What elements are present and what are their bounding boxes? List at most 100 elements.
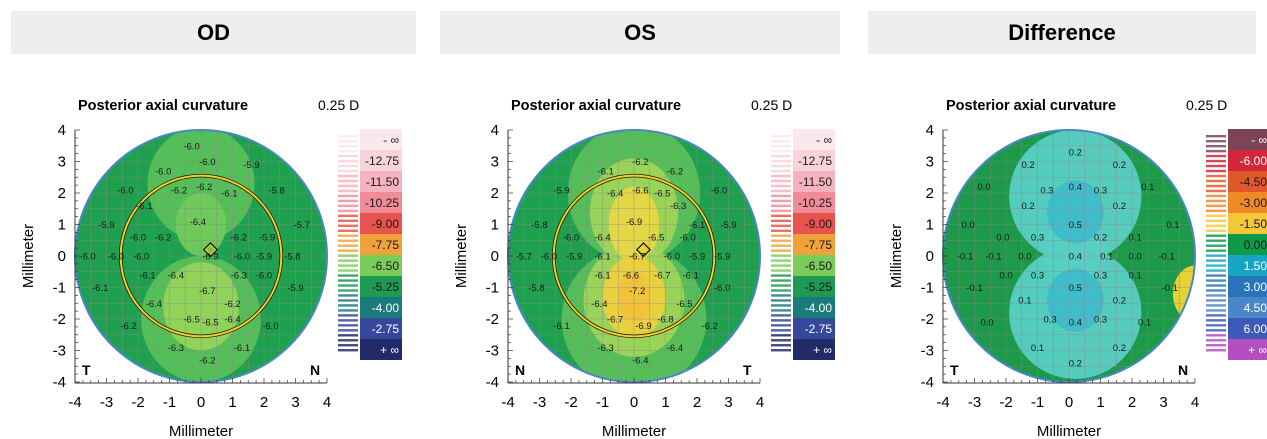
x-tick-label: 3 [1159,394,1167,411]
scale-stripe [771,234,791,237]
value-label: 0.1 [1100,252,1113,263]
scale-label: -2.75 [372,322,400,336]
value-label: 0.2 [1069,148,1082,159]
value-label: 0.0 [1018,252,1031,263]
scale-stripe [338,259,358,262]
scale-stripe [338,209,358,213]
value-label: -6.1 [221,189,237,200]
value-label: -6.4 [146,299,162,310]
scale-label: -9.00 [805,217,833,231]
scale-stripe [1206,149,1226,153]
scale-swatch [1228,234,1267,255]
scale-stripe [771,135,791,138]
value-label: -0.1 [957,252,973,263]
scale-stripe [1206,319,1226,322]
y-tick-label: 0 [491,248,499,265]
scale-stripe [771,324,791,327]
scale-stripe [1206,154,1226,158]
scale-stripe [1206,284,1226,287]
scale-label: -4.00 [805,301,833,315]
value-label: -6.1 [136,201,152,212]
value-label: -6.5 [676,299,692,310]
scale-stripe [771,334,791,337]
value-label: 0.1 [1141,182,1154,193]
scale-stripe [771,274,791,277]
scale-stripe [771,349,791,352]
value-label: -5.7 [294,220,310,231]
value-label: -6.4 [168,270,184,281]
y-tick-label: -1 [921,280,934,297]
scale-stripe [1206,204,1226,208]
scale-stripe [771,264,791,267]
x-tick-label: -2 [131,394,144,411]
value-label: -6.1 [594,252,610,263]
scale-label: -3.00 [1240,196,1267,210]
value-label: -6.2 [171,185,187,196]
scale-swatch [793,318,835,339]
scale-stripe [338,174,358,178]
value-label: -6.0 [664,252,680,263]
scale-stripe [1206,294,1226,297]
value-label: -6.7 [654,270,670,281]
value-label: -6.5 [183,315,199,326]
scale-stripe [771,279,791,282]
scale-stripe [338,169,358,173]
value-label: -6.1 [683,270,699,281]
scale-stripe [1206,339,1226,342]
scale-stripe [1206,139,1226,143]
scale-stripe [338,179,358,183]
scale-stripe [1206,219,1226,223]
scale-swatch [793,150,835,171]
scale-label: -6.50 [372,259,400,273]
x-tick-label: 0 [630,394,638,411]
scale-stripe [771,339,791,342]
scale-stripe [1206,214,1226,218]
scale-swatch [360,297,402,318]
step-label: 0.25 D [751,97,792,113]
scale-stripe [1206,264,1226,267]
y-tick-label: -3 [486,343,499,360]
x-tick-label: -1 [163,394,176,411]
x-axis-label: Millimeter [1037,423,1101,439]
scale-stripe [771,229,791,232]
scale-stripe [1206,194,1226,198]
value-label: 0.3 [1040,185,1053,196]
zone-ring [119,174,283,338]
orientation-label-right: T [743,362,752,378]
scale-label: 3.00 [1244,280,1267,294]
value-label: -6.9 [626,217,642,228]
scale-label: 1.50 [1244,259,1267,273]
value-label: -5.9 [256,252,272,263]
value-label: -5.9 [553,185,569,196]
value-label: -6.0 [234,252,250,263]
scale-swatch [793,129,835,150]
value-label: 0.0 [980,318,993,329]
x-tick-label: -3 [100,394,113,411]
value-label: -6.5 [648,233,664,244]
scale-stripe [771,184,791,188]
value-label: -6.8 [657,315,673,326]
value-label: -6.2 [231,233,247,244]
scale-stripe [1206,229,1226,232]
scale-label: -11.50 [799,175,832,189]
scale-swatch [360,150,402,171]
value-label: -6.0 [714,283,730,294]
scale-stripe [1206,344,1226,347]
value-label: -6.1 [92,283,108,294]
x-tick-label: 1 [228,394,236,411]
scale-stripe [771,209,791,213]
value-label: 0.1 [1129,270,1142,281]
value-label: 0.5 [1069,283,1082,294]
value-label: -5.7 [516,252,532,263]
value-label: -6.3 [202,252,218,263]
orientation-label-left: T [82,362,91,378]
scale-stripe [338,289,358,292]
scale-label: + ∞ [380,343,399,357]
x-tick-label: -4 [936,394,949,411]
apex-marker [637,243,650,256]
x-axis-label: Millimeter [602,423,666,439]
value-label: -6.0 [541,252,557,263]
scale-stripe [771,309,791,312]
scale-stripe [1206,329,1226,332]
